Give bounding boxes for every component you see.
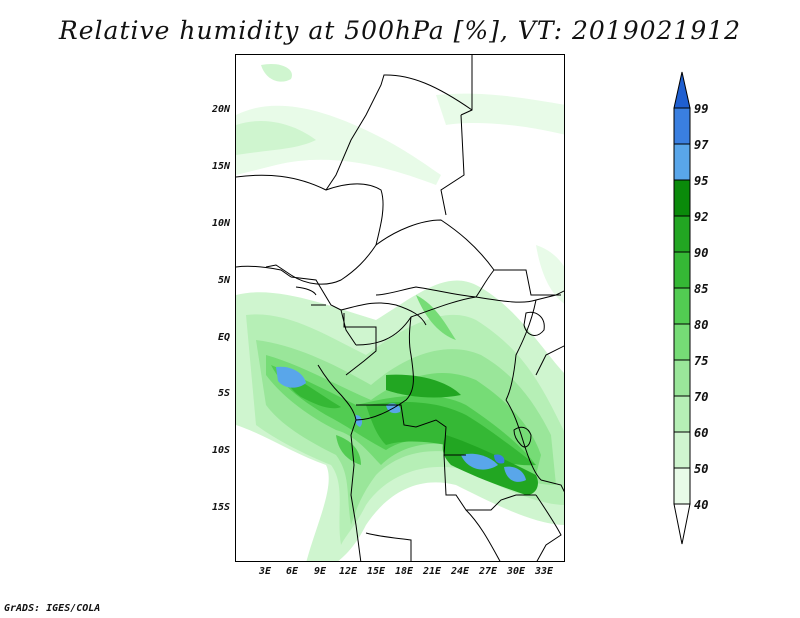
colorbar-segment — [673, 431, 691, 469]
lat-label: 15S — [211, 502, 230, 513]
map-panel — [235, 54, 565, 562]
colorbar-label: 80 — [694, 318, 709, 332]
lat-label: 20N — [211, 104, 230, 115]
colorbar-top-arrow — [673, 71, 691, 109]
lat-label: 5S — [217, 388, 230, 399]
lon-label: 9E — [313, 566, 327, 577]
colorbar-segment — [673, 359, 691, 397]
humidity-shading — [236, 63, 564, 561]
colorbar-segment — [673, 143, 691, 181]
lat-label: 10S — [211, 445, 230, 456]
colorbar-label: 85 — [694, 282, 709, 296]
lon-label: 15E — [366, 566, 386, 577]
colorbar-label: 75 — [694, 354, 709, 368]
colorbar-label: 97 — [694, 138, 709, 152]
lon-label: 24E — [450, 566, 470, 577]
colorbar-segment — [673, 467, 691, 505]
colorbar-label: 95 — [694, 174, 709, 188]
colorbar-label: 90 — [694, 246, 709, 260]
colorbar-segment — [673, 251, 691, 289]
colorbar-segment — [673, 179, 691, 217]
colorbar-label: 60 — [694, 426, 709, 440]
lat-label: 5N — [217, 275, 230, 286]
lon-label: 27E — [478, 566, 498, 577]
lat-label: EQ — [217, 332, 230, 343]
lon-label: 3E — [258, 566, 272, 577]
colorbar-segment — [673, 107, 691, 145]
lon-label: 6E — [285, 566, 299, 577]
humidity-map — [236, 55, 564, 561]
lat-label: 15N — [211, 161, 230, 172]
lon-label: 18E — [394, 566, 414, 577]
colorbar-bottom-arrow — [673, 503, 691, 545]
lon-label: 21E — [422, 566, 442, 577]
colorbar — [673, 71, 691, 545]
colorbar-label: 70 — [694, 390, 709, 404]
colorbar-segment — [673, 287, 691, 325]
map-title: Relative humidity at 500hPa [%], VT: 201… — [58, 16, 742, 45]
credit-text: GrADS: IGES/COLA — [4, 603, 101, 614]
colorbar-segment — [673, 215, 691, 253]
colorbar-label: 50 — [694, 462, 709, 476]
colorbar-segment — [673, 323, 691, 361]
colorbar-label: 92 — [694, 210, 709, 224]
lat-label: 10N — [211, 218, 230, 229]
lon-label: 30E — [506, 566, 526, 577]
colorbar-label: 99 — [694, 102, 709, 116]
lon-label: 12E — [338, 566, 358, 577]
lon-label: 33E — [534, 566, 554, 577]
colorbar-segment — [673, 395, 691, 433]
colorbar-label: 40 — [694, 498, 709, 512]
country-borders — [236, 55, 564, 561]
